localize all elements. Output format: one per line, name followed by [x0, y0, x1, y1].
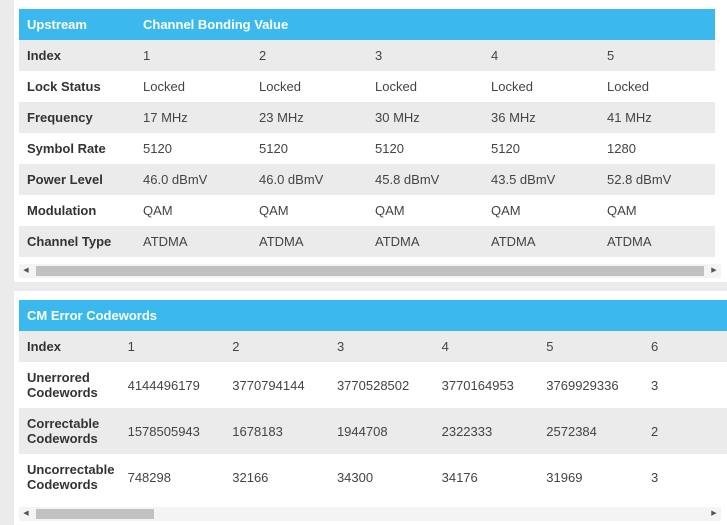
table-cell: 1: [119, 331, 225, 362]
scroll-right-arrow-icon[interactable]: ▶: [711, 510, 717, 517]
table-cell: 3: [642, 454, 727, 500]
table-cell: 52.8 dBmV: [599, 164, 715, 195]
table-cell: 41 MHz: [599, 102, 715, 133]
table-cell: 5120: [251, 133, 367, 164]
table-cell: 3: [328, 331, 434, 362]
table-cell: 1578505943: [119, 408, 225, 454]
upstream-table-viewport[interactable]: Upstream Channel Bonding Value Index 1 2 3 4…: [19, 9, 727, 257]
table-row: Uncorrectable Codewords 748298 32166 34300 3…: [19, 454, 727, 500]
table-row: Symbol Rate 5120 5120 5120 5120 1280: [19, 133, 715, 164]
table-cell: QAM: [135, 195, 251, 226]
table-cell: Locked: [599, 71, 715, 102]
table-cell: 1944708: [328, 408, 434, 454]
table-cell: 36 MHz: [483, 102, 599, 133]
table-cell: 34300: [328, 454, 434, 500]
channel-bonding-value-header: Channel Bonding Value: [135, 9, 715, 40]
row-label: Modulation: [19, 195, 135, 226]
table-cell: 2572384: [538, 408, 643, 454]
table-cell: 1678183: [224, 408, 329, 454]
scroll-left-arrow-icon[interactable]: ◀: [23, 267, 29, 274]
table-row: Index 1 2 3 4 5: [19, 40, 715, 71]
cm-error-codewords-panel: CM Error Codewords Index 1 2 3 4 5 6 Unerrored …: [14, 291, 727, 525]
table-cell: 4: [433, 331, 539, 362]
table-cell: QAM: [483, 195, 599, 226]
row-label: Correctable Codewords: [19, 408, 120, 454]
table-cell: 6: [642, 331, 727, 362]
table-cell: ATDMA: [599, 226, 715, 257]
table-cell: 2: [251, 40, 367, 71]
upstream-header: Upstream: [19, 9, 135, 40]
table-row: Correctable Codewords 1578505943 1678183 19…: [19, 408, 727, 454]
row-label: Lock Status: [19, 71, 135, 102]
table-row: Index 1 2 3 4 5 6: [19, 331, 727, 362]
row-label: Unerrored Codewords: [19, 362, 120, 408]
table-cell: 3: [642, 362, 727, 408]
table-cell: 2322333: [433, 408, 539, 454]
upstream-panel: Upstream Channel Bonding Value Index 1 2 3 4…: [14, 0, 727, 282]
table-cell: 5: [538, 331, 643, 362]
scroll-right-arrow-icon[interactable]: ▶: [711, 267, 717, 274]
table-cell: 34176: [433, 454, 539, 500]
row-label: Index: [19, 331, 120, 362]
row-label: Uncorrectable Codewords: [19, 454, 120, 500]
table-cell: 2: [224, 331, 329, 362]
table-cell: 30 MHz: [367, 102, 483, 133]
table-cell: QAM: [251, 195, 367, 226]
table-row: Modulation QAM QAM QAM QAM QAM: [19, 195, 715, 226]
table-cell: 3: [367, 40, 483, 71]
table-cell: ATDMA: [367, 226, 483, 257]
table-row: Channel Type ATDMA ATDMA ATDMA ATDMA ATDMA: [19, 226, 715, 257]
table-cell: 5120: [483, 133, 599, 164]
table-cell: Locked: [367, 71, 483, 102]
table-cell: 17 MHz: [135, 102, 251, 133]
table-cell: 3769929336: [538, 362, 643, 408]
table-cell: 43.5 dBmV: [483, 164, 599, 195]
cm-error-table: CM Error Codewords Index 1 2 3 4 5 6 Unerrored …: [19, 300, 727, 500]
table-cell: Locked: [251, 71, 367, 102]
table-row: Lock Status Locked Locked Locked Locked Locke…: [19, 71, 715, 102]
table-cell: 23 MHz: [251, 102, 367, 133]
table-cell: 5120: [367, 133, 483, 164]
table-cell: 46.0 dBmV: [135, 164, 251, 195]
table-cell: 5120: [135, 133, 251, 164]
upstream-horizontal-scrollbar[interactable]: ◀ ▶: [19, 264, 721, 278]
table-cell: 3770794144: [224, 362, 329, 408]
table-cell: ATDMA: [251, 226, 367, 257]
table-cell: 5: [599, 40, 715, 71]
table-cell: 46.0 dBmV: [251, 164, 367, 195]
table-cell: Locked: [135, 71, 251, 102]
table-cell: 45.8 dBmV: [367, 164, 483, 195]
table-row: Unerrored Codewords 4144496179 3770794144 3…: [19, 362, 727, 408]
scroll-left-arrow-icon[interactable]: ◀: [23, 510, 29, 517]
row-label: Frequency: [19, 102, 135, 133]
table-cell: 2: [642, 408, 727, 454]
scrollbar-thumb[interactable]: [36, 266, 704, 276]
table-row: Power Level 46.0 dBmV 46.0 dBmV 45.8 dBmV 43…: [19, 164, 715, 195]
upstream-table: Upstream Channel Bonding Value Index 1 2 3 4…: [19, 9, 715, 257]
row-label: Power Level: [19, 164, 135, 195]
table-cell: ATDMA: [483, 226, 599, 257]
table-cell: 3770528502: [328, 362, 434, 408]
table-cell: 3770164953: [433, 362, 539, 408]
table-cell: 31969: [538, 454, 643, 500]
cm-error-codewords-header: CM Error Codewords: [19, 300, 727, 331]
table-cell: QAM: [367, 195, 483, 226]
scrollbar-thumb[interactable]: [36, 509, 154, 519]
table-cell: 1280: [599, 133, 715, 164]
table-cell: QAM: [599, 195, 715, 226]
table-cell: 1: [135, 40, 251, 71]
table-row: Frequency 17 MHz 23 MHz 30 MHz 36 MHz 41 MHz: [19, 102, 715, 133]
table-cell: 32166: [224, 454, 329, 500]
table-cell: 4: [483, 40, 599, 71]
cm-error-table-viewport[interactable]: CM Error Codewords Index 1 2 3 4 5 6 Unerrored …: [19, 300, 727, 509]
table-cell: 4144496179: [119, 362, 225, 408]
row-label: Channel Type: [19, 226, 135, 257]
table-cell: Locked: [483, 71, 599, 102]
table-cell: 748298: [119, 454, 225, 500]
row-label: Index: [19, 40, 135, 71]
cm-horizontal-scrollbar[interactable]: ◀ ▶: [19, 507, 721, 521]
table-cell: ATDMA: [135, 226, 251, 257]
row-label: Symbol Rate: [19, 133, 135, 164]
